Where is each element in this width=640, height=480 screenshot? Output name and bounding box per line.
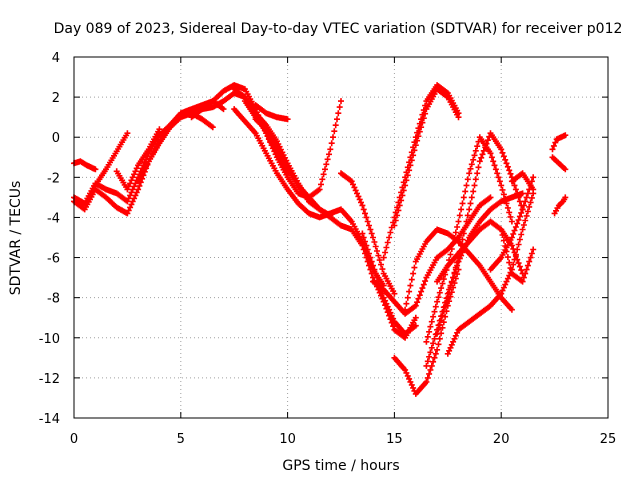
x-axis-title: GPS time / hours bbox=[282, 458, 399, 474]
data-point-markers bbox=[549, 132, 569, 153]
data-series-24 bbox=[444, 190, 537, 357]
data-series-13 bbox=[338, 170, 398, 297]
data-series-3 bbox=[71, 158, 99, 173]
y-tick-label: -8 bbox=[47, 292, 60, 307]
grid-lines bbox=[74, 57, 608, 418]
y-tick-label: -2 bbox=[47, 171, 60, 186]
data-point-markers bbox=[370, 194, 494, 317]
data-point-markers bbox=[252, 102, 291, 123]
data-series-25 bbox=[487, 174, 537, 273]
data-point-markers bbox=[113, 126, 163, 193]
data-point-markers bbox=[498, 226, 537, 285]
data-points bbox=[71, 82, 569, 397]
y-tick-label: -12 bbox=[39, 372, 60, 387]
data-series-5 bbox=[113, 126, 163, 193]
x-tick-label: 0 bbox=[70, 432, 78, 447]
x-tick-label: 10 bbox=[279, 432, 296, 447]
data-series-29 bbox=[549, 154, 569, 173]
data-point-markers bbox=[487, 174, 537, 273]
data-point-markers bbox=[508, 170, 537, 193]
data-point-markers bbox=[71, 158, 99, 173]
y-tick-label: 4 bbox=[52, 51, 60, 66]
data-series-17 bbox=[391, 86, 462, 229]
data-series-26 bbox=[498, 226, 537, 285]
y-tick-label: -4 bbox=[47, 211, 60, 226]
x-tick-label: 20 bbox=[493, 432, 510, 447]
data-series-27 bbox=[508, 170, 537, 193]
data-point-markers bbox=[338, 170, 398, 297]
y-axis-title: SDTVAR / TECUs bbox=[8, 181, 24, 296]
data-point-markers bbox=[188, 82, 344, 201]
data-series-10 bbox=[231, 106, 387, 289]
data-point-markers bbox=[231, 106, 387, 289]
y-tick-label: 0 bbox=[52, 131, 60, 146]
data-series-28 bbox=[549, 132, 569, 153]
data-point-markers bbox=[391, 86, 462, 229]
chart-title: Day 089 of 2023, Sidereal Day-to-day VTE… bbox=[54, 21, 623, 37]
y-tick-label: 2 bbox=[52, 91, 60, 106]
data-point-markers bbox=[549, 154, 569, 173]
data-point-markers bbox=[444, 190, 537, 357]
data-series-12 bbox=[252, 116, 419, 341]
data-point-markers bbox=[252, 116, 419, 341]
x-tick-label: 5 bbox=[177, 432, 185, 447]
plot-frame bbox=[73, 56, 609, 419]
x-tick-label: 25 bbox=[600, 432, 617, 447]
axes bbox=[73, 56, 609, 419]
x-tick-label: 15 bbox=[386, 432, 403, 447]
data-series-30 bbox=[551, 194, 569, 217]
y-tick-label: -6 bbox=[47, 252, 60, 267]
data-series-15 bbox=[370, 194, 494, 317]
data-point-markers bbox=[551, 194, 569, 217]
data-point-markers bbox=[92, 130, 131, 189]
data-series-11 bbox=[252, 102, 291, 123]
data-series-4 bbox=[92, 130, 131, 189]
y-tick-label: -14 bbox=[39, 412, 60, 427]
data-series-7 bbox=[188, 82, 344, 201]
y-tick-label: -10 bbox=[39, 332, 60, 347]
